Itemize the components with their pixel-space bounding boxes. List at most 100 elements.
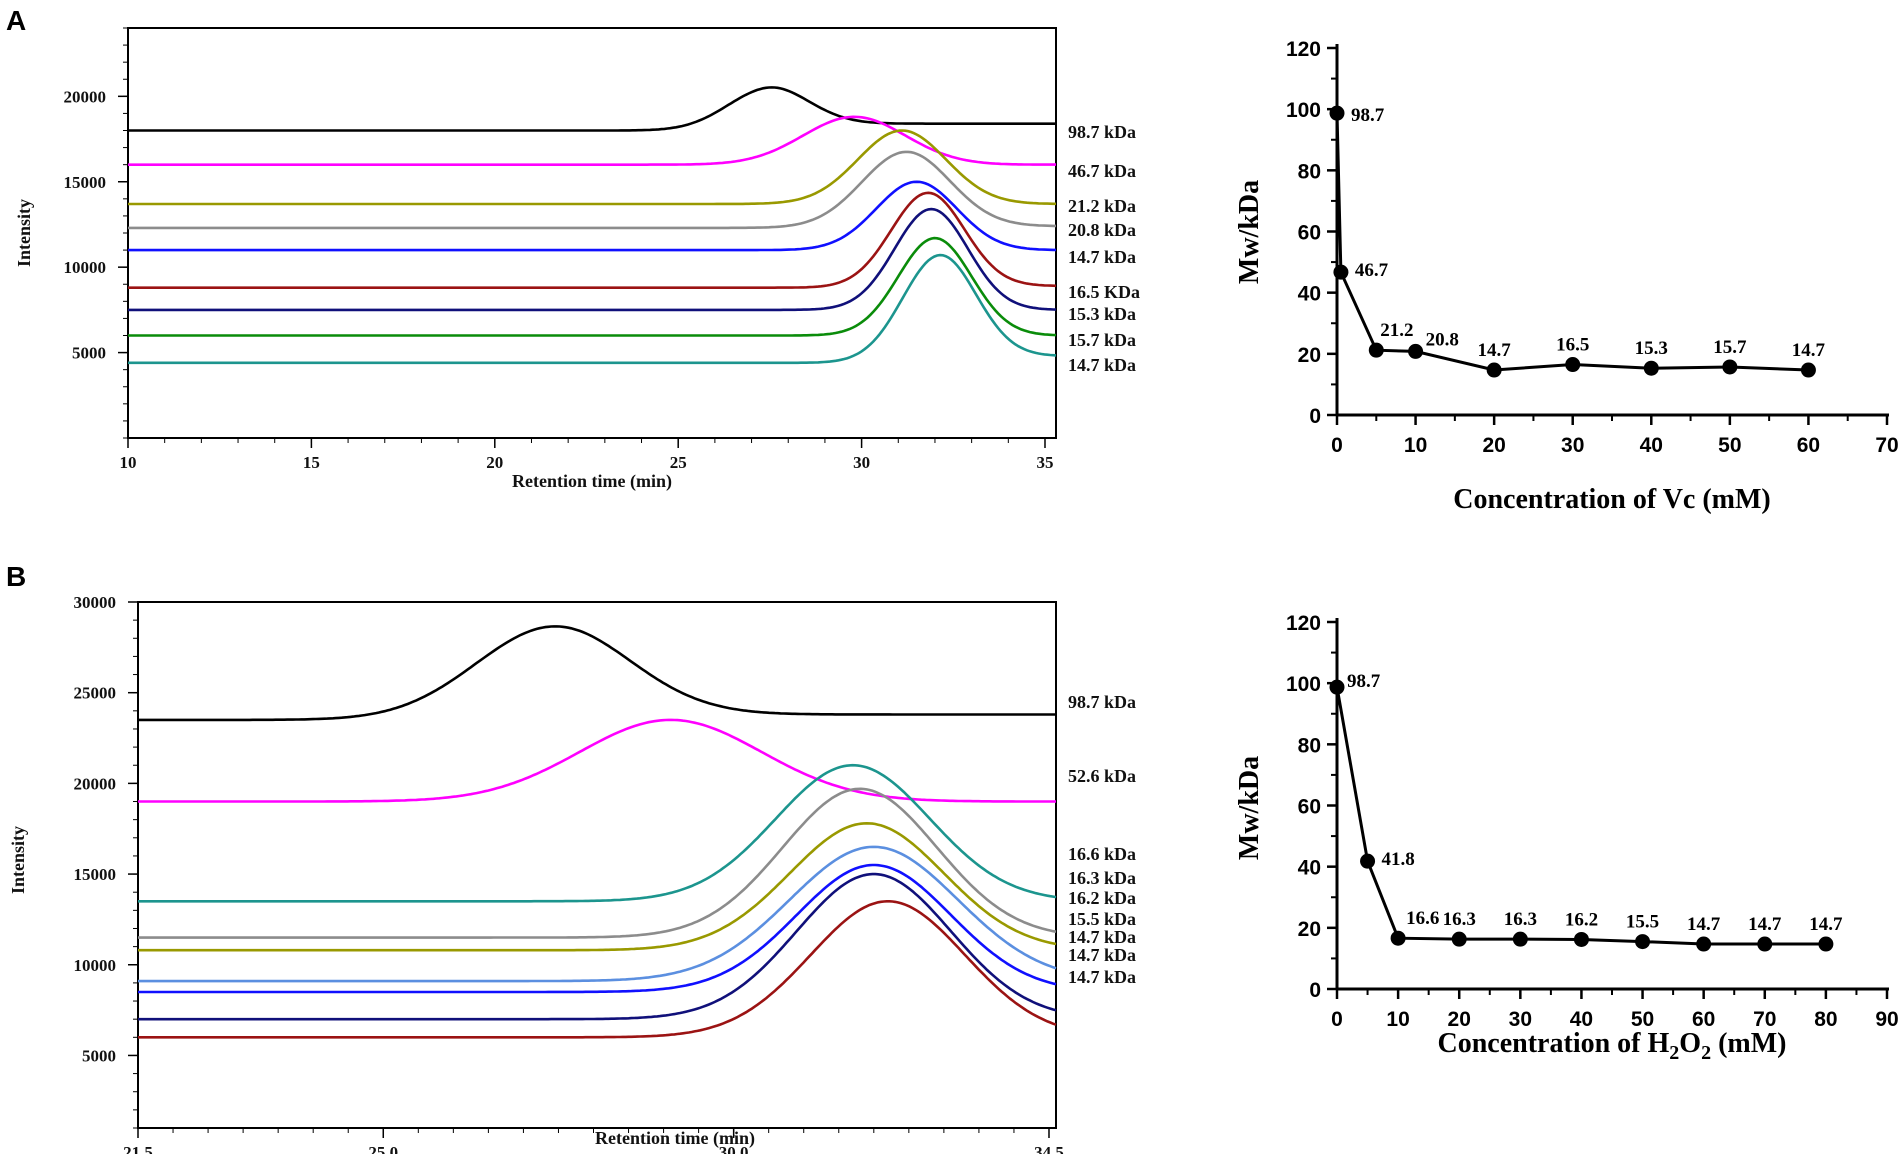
x-tick-label: 20 bbox=[486, 453, 503, 472]
series-label: 15.7 kDa bbox=[1068, 330, 1136, 350]
mw-plot-h2o2: 0 10 20 30 40 50 60 70 80 90 0 20 40 60 80 100 120 98.7 4… bbox=[1234, 612, 1899, 1064]
y-tick-label: 40 bbox=[1298, 857, 1321, 880]
series-label: 15.5 kDa bbox=[1068, 909, 1136, 929]
x-tick-label: 30 bbox=[1509, 1008, 1532, 1031]
chromatogram-curve bbox=[138, 900, 1057, 1039]
chromatogram-a-ticks: 10 15 20 25 30 35 5000 10000 15000 20000 bbox=[64, 27, 1053, 472]
mw-point-label: 98.7 bbox=[1351, 105, 1385, 126]
chromatogram-curve bbox=[128, 253, 1057, 365]
mw-plot-vc-xlabel: Concentration of Vc (mM) bbox=[1453, 484, 1771, 515]
xlabel-part-2: O bbox=[1679, 1028, 1701, 1059]
mw-point-label: 98.7 bbox=[1347, 671, 1381, 692]
chromatogram-a-series-labels: 98.7 kDa 46.7 kDa 21.2 kDa 20.8 kDa 14.7 kDa… bbox=[1068, 122, 1140, 375]
chromatogram-curve bbox=[128, 236, 1057, 337]
y-tick-label: 10000 bbox=[74, 956, 117, 975]
series-label: 14.7 kDa bbox=[1068, 967, 1136, 987]
x-tick-label: 0 bbox=[1331, 434, 1343, 457]
series-label: 15.3 kDa bbox=[1068, 304, 1136, 324]
x-tick-label: 90 bbox=[1875, 1008, 1898, 1031]
mw-plot-vc: 0 10 20 30 40 50 60 70 0 20 40 60 80 100 120 98.7 46.7 2… bbox=[1234, 38, 1899, 515]
mw-point-label: 14.7 bbox=[1792, 340, 1826, 361]
x-tick-label: 21.5 bbox=[123, 1143, 153, 1154]
chromatogram-curve bbox=[138, 845, 1057, 983]
mw-point bbox=[1451, 931, 1467, 947]
x-tick-label: 50 bbox=[1718, 434, 1741, 457]
x-tick-label: 20 bbox=[1482, 434, 1505, 457]
x-tick-label: 25.0 bbox=[368, 1143, 398, 1154]
mw-plot-h2o2-xlabel: Concentration of H2O2 (mM) bbox=[1438, 1028, 1787, 1064]
series-label: 14.7 kDa bbox=[1068, 927, 1136, 947]
y-tick-label: 40 bbox=[1298, 283, 1321, 306]
y-tick-label: 15000 bbox=[64, 173, 107, 192]
mw-line bbox=[1335, 686, 1826, 946]
x-tick-label: 70 bbox=[1753, 1008, 1776, 1031]
mw-point-label: 41.8 bbox=[1382, 849, 1415, 870]
x-tick-label: 60 bbox=[1797, 434, 1820, 457]
mw-point bbox=[1722, 359, 1738, 375]
mw-plot-vc-ylabel: Mw/kDa bbox=[1234, 180, 1265, 284]
y-tick-label: 15000 bbox=[74, 865, 117, 884]
y-tick-label: 20000 bbox=[74, 774, 117, 793]
xlabel-part-3: (mM) bbox=[1711, 1028, 1786, 1059]
series-label: 16.6 kDa bbox=[1068, 844, 1136, 864]
series-label: 14.7 kDa bbox=[1068, 247, 1136, 267]
mw-plot-h2o2-ylabel: Mw/kDa bbox=[1234, 756, 1265, 860]
mw-point bbox=[1486, 362, 1502, 378]
panel-letter-a: A bbox=[6, 5, 26, 36]
x-tick-label: 50 bbox=[1631, 1008, 1654, 1031]
chromatogram-a-xlabel: Retention time (min) bbox=[512, 471, 672, 492]
chromatogram-curve bbox=[138, 625, 1056, 722]
chromatogram-b-curves bbox=[138, 625, 1057, 1039]
series-label: 52.6 kDa bbox=[1068, 766, 1136, 786]
mw-plot-h2o2-series: 98.741.816.6 16.3 16.3 16.2 15.5 14.7 14.7 14.7 bbox=[1329, 671, 1843, 952]
y-tick-label: 30000 bbox=[74, 593, 117, 612]
mw-point-label: 16.3 bbox=[1443, 909, 1476, 930]
mw-point bbox=[1368, 342, 1384, 358]
chromatogram-a-curves bbox=[128, 86, 1057, 365]
x-tick-label: 10 bbox=[120, 453, 137, 472]
mw-point-label: 16.5 bbox=[1556, 335, 1589, 356]
mw-point-label: 16.2 bbox=[1565, 909, 1598, 930]
series-label: 21.2 kDa bbox=[1068, 196, 1136, 216]
x-tick-label: 80 bbox=[1814, 1008, 1837, 1031]
y-tick-label: 5000 bbox=[82, 1046, 116, 1065]
y-tick-label: 20 bbox=[1298, 918, 1321, 941]
chromatogram-b-ticks: 21.5 25.0 30.0 34.5 5000 10000 15000 20000 25000… bbox=[74, 593, 1064, 1154]
mw-point-label: 46.7 bbox=[1355, 260, 1389, 281]
y-tick-label: 100 bbox=[1286, 99, 1321, 122]
y-tick-label: 20 bbox=[1298, 344, 1321, 367]
mw-point bbox=[1643, 360, 1659, 376]
mw-point bbox=[1696, 936, 1712, 952]
x-tick-label: 40 bbox=[1570, 1008, 1593, 1031]
series-label: 98.7 kDa bbox=[1068, 692, 1136, 712]
mw-point bbox=[1565, 357, 1581, 373]
chromatogram-b: 21.5 25.0 30.0 34.5 5000 10000 15000 20000 25000… bbox=[8, 593, 1136, 1154]
chromatogram-curve bbox=[128, 150, 1056, 230]
mw-point bbox=[1800, 362, 1816, 378]
chromatogram-curve bbox=[138, 872, 1057, 1021]
chromatogram-curve bbox=[138, 821, 1057, 952]
chromatogram-curve bbox=[128, 86, 1056, 132]
x-tick-label: 40 bbox=[1640, 434, 1663, 457]
xlabel-part-1: Concentration of H bbox=[1438, 1028, 1670, 1059]
y-tick-label: 120 bbox=[1286, 612, 1321, 635]
mw-point bbox=[1635, 934, 1651, 950]
mw-plot-vc-ticks: 0 10 20 30 40 50 60 70 0 20 40 60 80 100 120 bbox=[1286, 38, 1899, 457]
mw-point bbox=[1390, 930, 1406, 946]
series-label: 14.7 kDa bbox=[1068, 945, 1136, 965]
chromatogram-curve bbox=[138, 763, 1057, 903]
y-tick-label: 5000 bbox=[72, 344, 106, 363]
series-label: 98.7 kDa bbox=[1068, 122, 1136, 142]
x-tick-label: 20 bbox=[1448, 1008, 1471, 1031]
series-label: 16.3 kDa bbox=[1068, 868, 1136, 888]
y-tick-label: 100 bbox=[1286, 673, 1321, 696]
chromatogram-b-ylabel: Intensity bbox=[8, 826, 28, 894]
mw-point-label: 14.7 bbox=[1748, 914, 1782, 935]
xlabel-sub-2: 2 bbox=[1701, 1042, 1711, 1064]
mw-point bbox=[1360, 853, 1376, 869]
panel-letter-b: B bbox=[6, 561, 26, 592]
series-label: 46.7 kDa bbox=[1068, 161, 1136, 181]
mw-point-label: 21.2 bbox=[1380, 320, 1413, 341]
